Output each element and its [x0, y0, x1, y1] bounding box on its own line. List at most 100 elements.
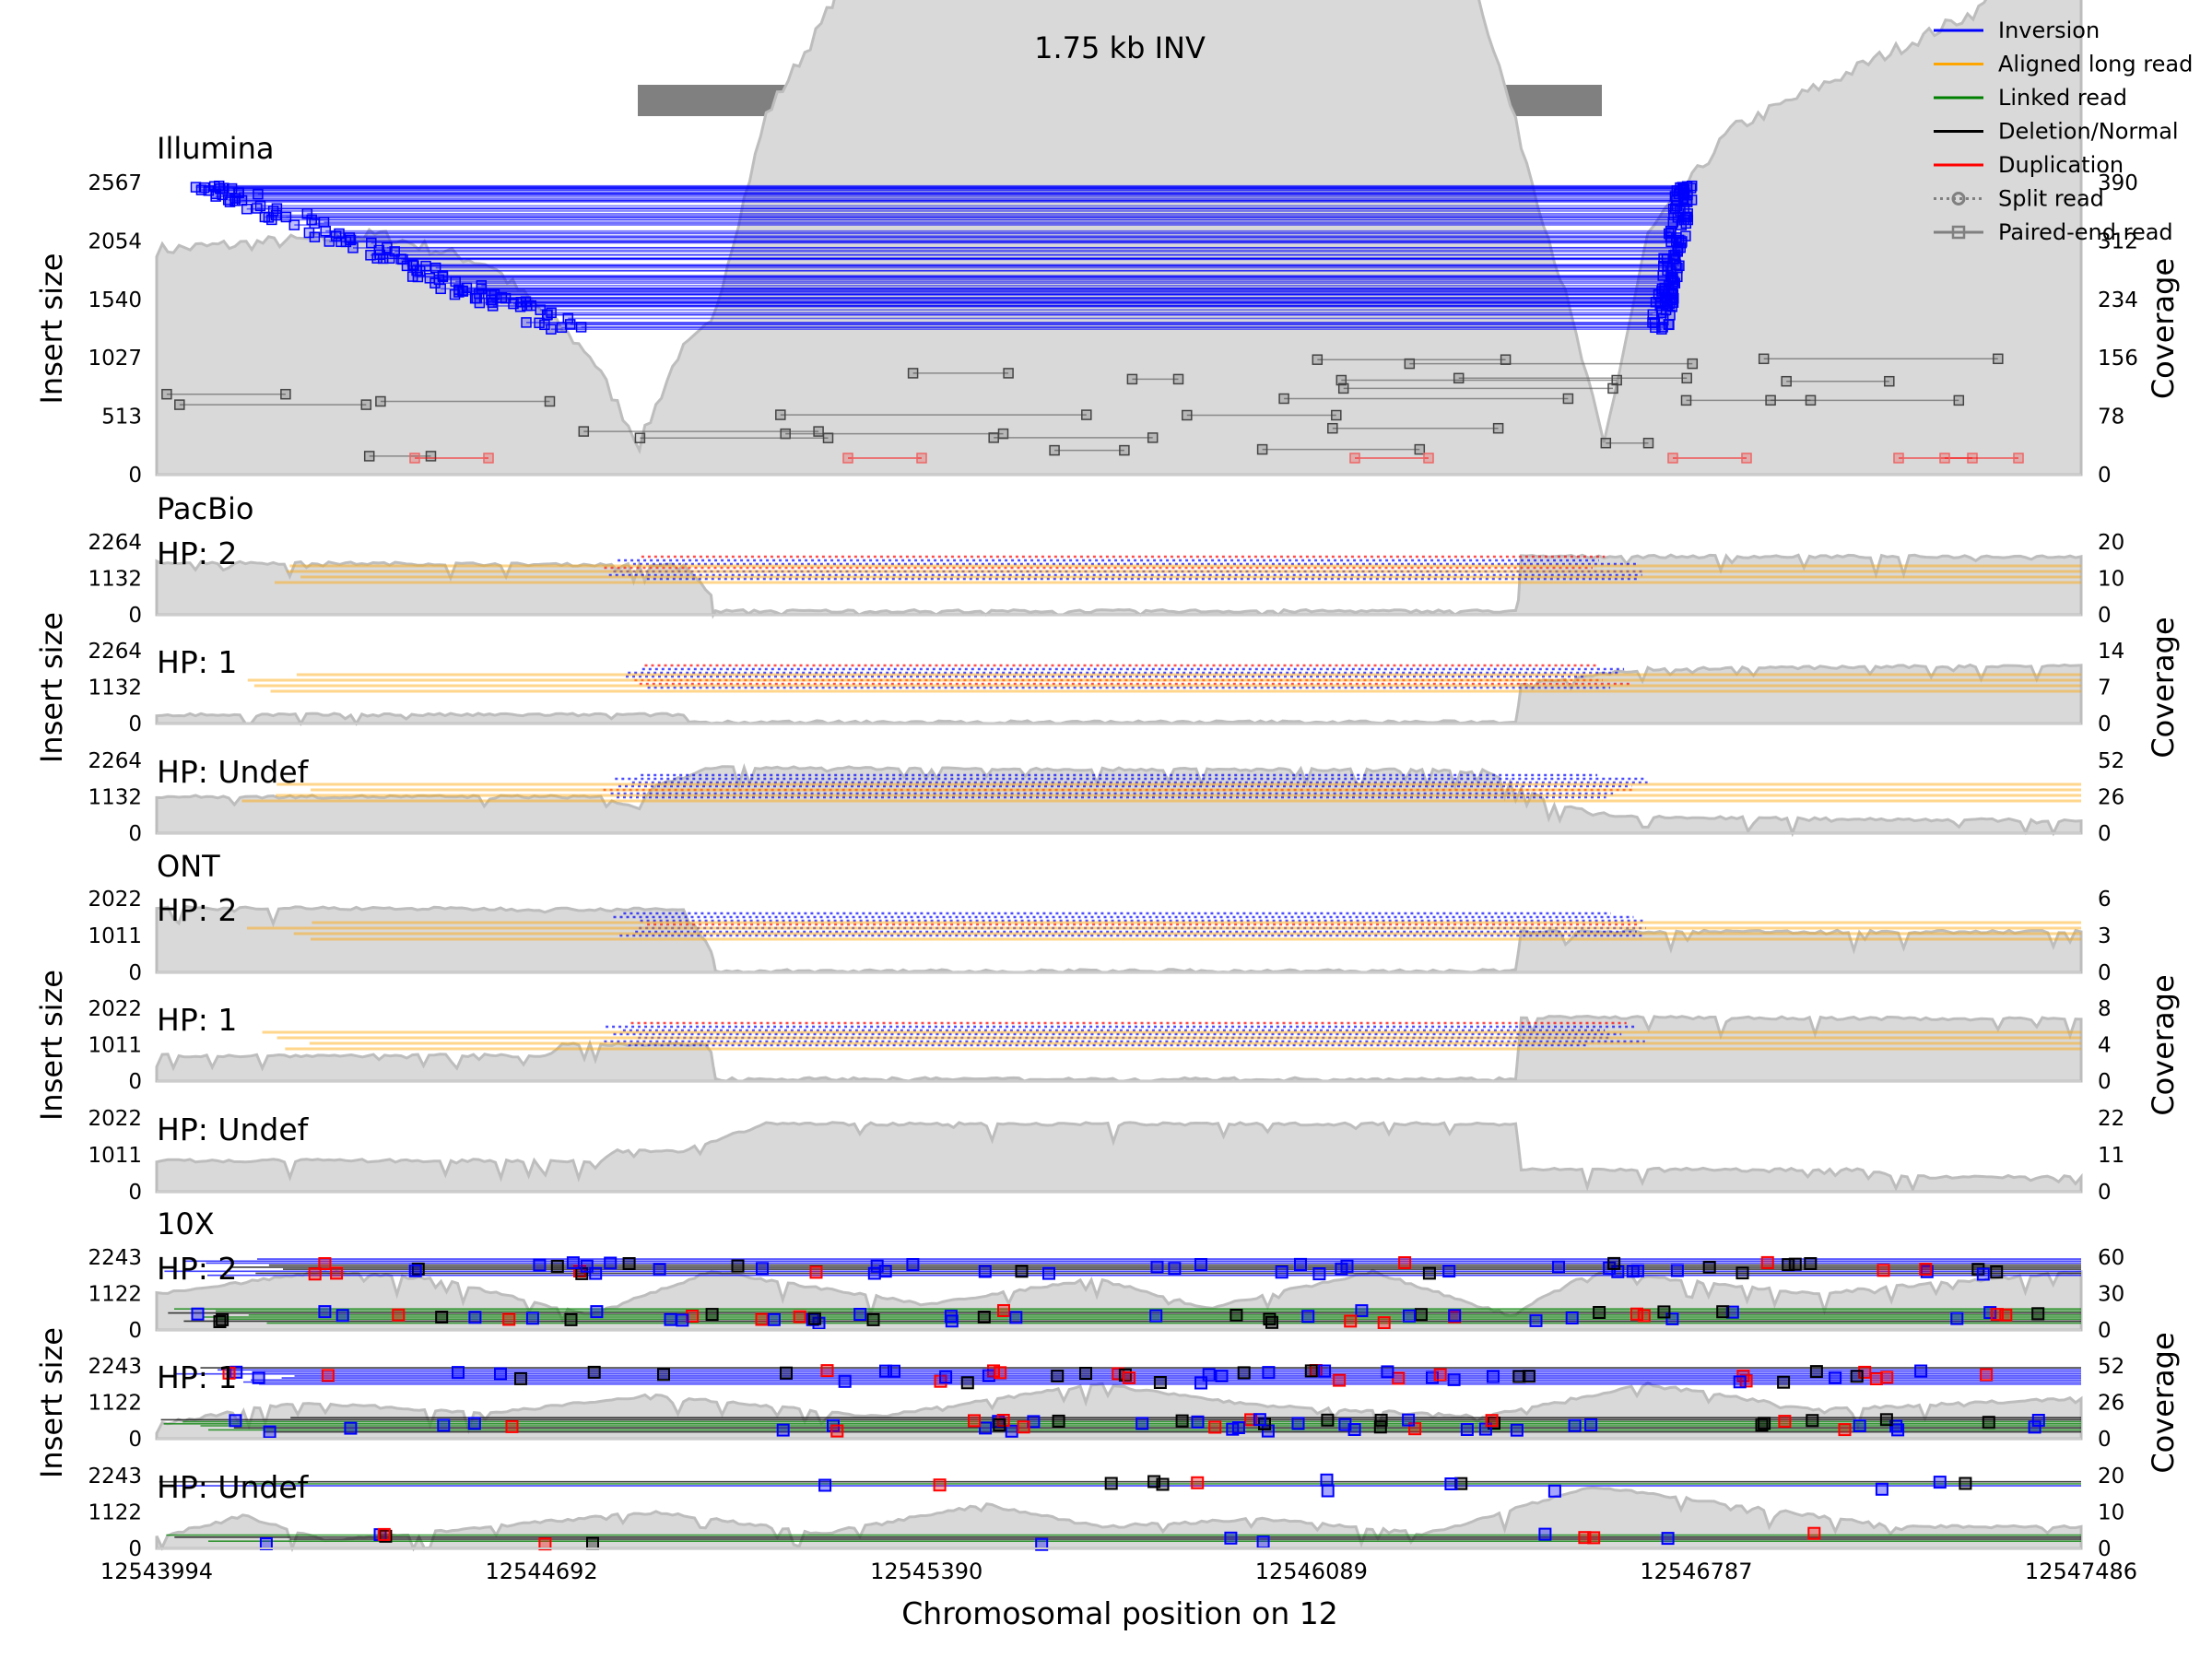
- read-end-marker: [334, 228, 345, 240]
- read-end-marker: [161, 388, 172, 400]
- barcode-marker: [229, 1365, 243, 1379]
- read-end-marker: [988, 432, 999, 443]
- barcode-marker: [2028, 1420, 2041, 1434]
- read-end-marker: [1939, 453, 1950, 464]
- barcode-marker: [906, 1258, 920, 1271]
- legend-label: Duplication: [1998, 152, 2124, 178]
- haplotype-label: HP: 2: [157, 1251, 237, 1287]
- barcode-marker: [1017, 1420, 1030, 1434]
- barcode-marker: [867, 1266, 881, 1280]
- read-end-marker: [842, 453, 853, 464]
- barcode-marker: [437, 1418, 451, 1432]
- read-end-marker: [252, 203, 263, 214]
- barcode-marker: [1403, 1309, 1416, 1323]
- barcode-marker: [308, 1267, 322, 1281]
- read-end-marker: [363, 451, 375, 462]
- barcode-marker: [580, 1259, 594, 1273]
- y2-tick-label: 0: [2098, 1070, 2112, 1094]
- barcode-marker: [1215, 1369, 1229, 1382]
- read-end-marker: [916, 453, 927, 464]
- legend: Inversion Aligned long read Linked read Del…: [1934, 18, 2193, 245]
- barcode-marker: [1630, 1307, 1643, 1321]
- barcode-marker: [1191, 1476, 1205, 1489]
- barcode-marker: [1661, 1532, 1675, 1546]
- barcode-marker: [809, 1265, 823, 1279]
- y2-tick-label: 0: [2098, 464, 2112, 488]
- read-end-marker: [1667, 297, 1679, 308]
- barcode-marker: [408, 1264, 422, 1277]
- barcode-marker: [564, 1312, 578, 1326]
- barcode-marker: [1735, 1266, 1749, 1280]
- y2-tick-label: 0: [2098, 1537, 2112, 1561]
- read-end-marker: [1327, 422, 1338, 434]
- barcode-marker: [1838, 1423, 1852, 1437]
- y2-tick-label: 60: [2098, 1246, 2124, 1270]
- y-tick-label: 2243: [88, 1465, 142, 1488]
- read-end-marker: [195, 184, 207, 195]
- barcode-marker: [468, 1311, 482, 1324]
- haplotype-label: HP: 1: [157, 1359, 237, 1395]
- barcode-marker: [1879, 1413, 1893, 1427]
- barcode-marker: [1807, 1526, 1821, 1540]
- barcode-marker: [229, 1414, 242, 1428]
- barcode-marker: [1304, 1364, 1318, 1378]
- read-end-marker: [306, 214, 317, 226]
- y-tick-label: 2264: [88, 749, 142, 773]
- barcode-marker: [1338, 1418, 1352, 1431]
- read-end-marker: [1003, 368, 1014, 379]
- read-end-marker: [1331, 409, 1342, 421]
- y-tick-label: 2243: [88, 1246, 142, 1270]
- read-end-marker: [190, 182, 202, 193]
- read-end-marker: [1661, 296, 1673, 307]
- y-tick-label: 2264: [88, 531, 142, 555]
- barcode-marker: [1568, 1418, 1582, 1432]
- read-end-marker: [1685, 182, 1697, 194]
- barcode-marker: [1487, 1370, 1500, 1383]
- y-tick-label: 1132: [88, 786, 142, 810]
- read-end-marker: [997, 428, 1009, 440]
- barcode-marker: [1321, 1484, 1335, 1498]
- read-end-marker: [389, 246, 400, 257]
- read-end-marker: [449, 288, 461, 300]
- barcode-marker: [538, 1537, 552, 1551]
- read-end-marker: [1805, 394, 1817, 406]
- barcode-marker: [330, 1266, 344, 1280]
- read-end-marker: [1312, 354, 1324, 365]
- y2-tick-label: 14: [2098, 640, 2124, 664]
- barcode-marker: [1079, 1367, 1092, 1380]
- barcode-marker: [533, 1258, 547, 1272]
- barcode-marker: [1584, 1418, 1598, 1431]
- read-end-marker: [1607, 382, 1618, 394]
- read-end-marker: [1453, 372, 1465, 384]
- y2-tick-label: 52: [2098, 1355, 2124, 1379]
- barcode-marker: [318, 1305, 332, 1319]
- barcode-marker: [933, 1478, 947, 1492]
- barcode-marker: [1733, 1375, 1747, 1389]
- barcode-marker: [525, 1312, 539, 1325]
- barcode-marker: [2031, 1307, 2045, 1321]
- barcode-marker: [1565, 1312, 1579, 1324]
- barcode-marker: [1725, 1305, 1739, 1319]
- read-end-marker: [1337, 382, 1349, 394]
- group-label: 10X: [157, 1206, 215, 1241]
- read-end-marker: [1781, 375, 1792, 387]
- read-end-marker: [324, 236, 335, 247]
- read-end-marker: [407, 259, 418, 270]
- read-end-marker: [1680, 394, 1692, 406]
- read-end-marker: [345, 234, 357, 246]
- barcode-marker: [622, 1257, 636, 1270]
- read-end-marker: [1673, 188, 1685, 200]
- read-end-marker: [203, 185, 215, 196]
- barcode-marker: [318, 1257, 332, 1270]
- y2-tick-label: 10: [2098, 568, 2124, 592]
- barcode-marker: [1294, 1257, 1307, 1271]
- barcode-marker: [263, 1425, 276, 1439]
- read-end-marker: [330, 230, 342, 241]
- barcode-marker: [1552, 1260, 1565, 1274]
- y2-axis-label: Coverage: [2146, 617, 2181, 758]
- read-end-marker: [318, 217, 330, 228]
- barcode-marker: [1460, 1423, 1474, 1436]
- read-end-marker: [907, 368, 919, 379]
- read-end-marker: [544, 395, 556, 407]
- barcode-marker: [838, 1374, 852, 1388]
